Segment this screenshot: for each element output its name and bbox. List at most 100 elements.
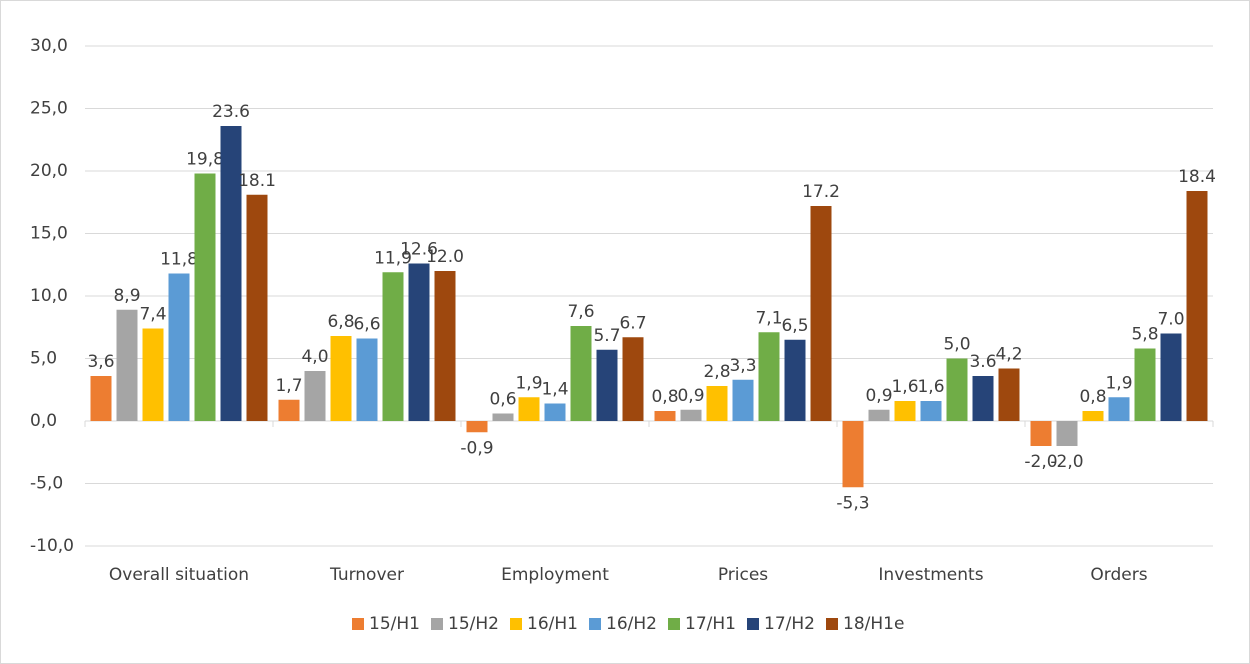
y-tick-label: 30,0 xyxy=(30,36,68,56)
data-label: 18.4 xyxy=(1178,167,1216,187)
data-label: 7.0 xyxy=(1157,310,1184,330)
data-label: 0,8 xyxy=(651,387,678,407)
x-tick-label: Employment xyxy=(501,565,609,585)
bar xyxy=(466,421,488,433)
bar xyxy=(518,397,540,421)
data-label: 6,6 xyxy=(353,315,380,335)
bar xyxy=(220,126,242,421)
bar xyxy=(142,328,164,421)
bar xyxy=(998,368,1020,421)
bar xyxy=(278,399,300,421)
data-label: 7,6 xyxy=(567,302,594,322)
bar xyxy=(842,421,864,488)
data-label: 1,6 xyxy=(917,377,944,397)
bar xyxy=(622,337,644,421)
bar xyxy=(1082,411,1104,421)
data-label: 2,8 xyxy=(703,362,730,382)
data-label: 4,2 xyxy=(995,345,1022,365)
bar xyxy=(330,336,352,421)
bar xyxy=(570,326,592,421)
y-tick-label: 20,0 xyxy=(30,161,68,181)
legend-label: 17/H2 xyxy=(764,614,815,634)
bar xyxy=(1186,191,1208,421)
bar xyxy=(356,338,378,421)
y-tick-label: 5,0 xyxy=(30,349,57,369)
x-tick-label: Turnover xyxy=(329,565,404,585)
data-label: 12.0 xyxy=(426,247,464,267)
data-label: 1,9 xyxy=(1105,373,1132,393)
data-label: 3,6 xyxy=(87,352,114,372)
data-label: 19,8 xyxy=(186,150,224,170)
data-label: 18.1 xyxy=(238,171,276,191)
data-label: 0,9 xyxy=(677,386,704,406)
data-label: 1,9 xyxy=(515,373,542,393)
legend-swatch xyxy=(747,618,759,630)
data-label: 8,9 xyxy=(113,286,140,306)
data-label: 1,7 xyxy=(275,376,302,396)
bar xyxy=(706,386,728,421)
bar xyxy=(596,349,618,421)
data-label: 23.6 xyxy=(212,102,250,122)
bar xyxy=(894,401,916,421)
bar xyxy=(492,413,514,421)
bar xyxy=(1056,421,1078,446)
bar xyxy=(680,409,702,421)
bar xyxy=(810,206,832,421)
data-label: 0,6 xyxy=(489,390,516,410)
data-label: 6.7 xyxy=(619,313,646,333)
data-label: -5,3 xyxy=(836,493,869,513)
data-label: 3.6 xyxy=(969,352,996,372)
bar xyxy=(1108,397,1130,421)
bar xyxy=(434,271,456,421)
legend-swatch xyxy=(589,618,601,630)
bar xyxy=(304,371,326,421)
bar xyxy=(1160,333,1182,421)
data-label: 5,0 xyxy=(943,335,970,355)
legend-label: 17/H1 xyxy=(685,614,736,634)
bar xyxy=(972,376,994,421)
data-label: 5,8 xyxy=(1131,325,1158,345)
data-label: 11,9 xyxy=(374,248,412,268)
bar xyxy=(920,401,942,421)
bar xyxy=(1030,421,1052,446)
data-label: 7,4 xyxy=(139,305,166,325)
legend-swatch xyxy=(510,618,522,630)
legend-label: 16/H1 xyxy=(527,614,578,634)
y-tick-label: 0,0 xyxy=(30,411,57,431)
data-label: 7,1 xyxy=(755,308,782,328)
data-label: -2,0 xyxy=(1050,452,1083,472)
legend-swatch xyxy=(826,618,838,630)
bar xyxy=(758,332,780,421)
y-tick-label: -5,0 xyxy=(30,474,63,494)
legend-swatch xyxy=(668,618,680,630)
bar xyxy=(382,272,404,421)
data-label: 6,5 xyxy=(781,316,808,336)
legend-label: 16/H2 xyxy=(606,614,657,634)
bar xyxy=(732,379,754,421)
bar xyxy=(408,263,430,421)
data-label: 12.6 xyxy=(400,240,438,260)
bar xyxy=(654,411,676,421)
data-label: -2,0 xyxy=(1024,452,1057,472)
data-label: 0,9 xyxy=(865,386,892,406)
legend-label: 18/H1e xyxy=(843,614,904,634)
data-label: 1,6 xyxy=(891,377,918,397)
data-label: -0,9 xyxy=(460,438,493,458)
bar xyxy=(246,194,268,421)
bar xyxy=(194,173,216,421)
y-tick-label: 10,0 xyxy=(30,286,68,306)
x-tick-label: Prices xyxy=(718,565,768,585)
data-label: 6,8 xyxy=(327,312,354,332)
bar xyxy=(1134,348,1156,421)
data-label: 17.2 xyxy=(802,182,840,202)
legend-label: 15/H2 xyxy=(448,614,499,634)
legend-label: 15/H1 xyxy=(369,614,420,634)
bar xyxy=(868,409,890,421)
bar xyxy=(168,273,190,421)
legend-swatch xyxy=(431,618,443,630)
data-label: 3,3 xyxy=(729,356,756,376)
bar xyxy=(116,309,138,421)
y-tick-label: 25,0 xyxy=(30,99,68,119)
y-tick-label: 15,0 xyxy=(30,224,68,244)
